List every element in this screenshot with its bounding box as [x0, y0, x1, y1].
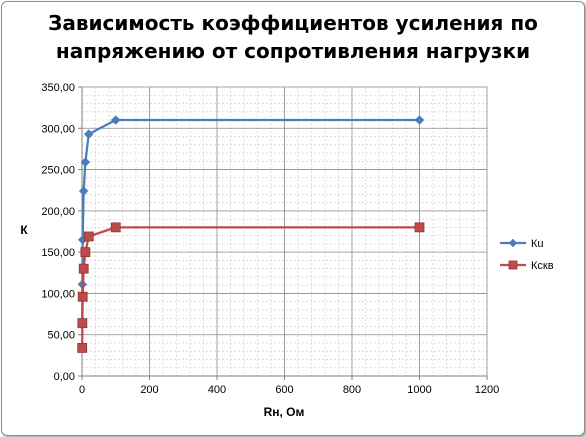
series-2: [77, 222, 425, 353]
y-tick-label: 50,00: [47, 330, 75, 342]
square-marker: [77, 318, 88, 329]
square-marker: [80, 247, 91, 258]
y-tick-label: 200,00: [41, 206, 75, 218]
square-marker: [83, 231, 94, 242]
square-marker: [110, 222, 121, 233]
legend-item-1: Кu: [500, 238, 544, 250]
y-tick-label: 100,00: [41, 288, 75, 300]
diamond-marker: [80, 157, 91, 167]
x-tick-label: 400: [208, 384, 226, 396]
x-tick-label: 0: [79, 384, 85, 396]
series-line: [81, 118, 420, 325]
series-1: [77, 115, 425, 330]
square-marker: [78, 263, 89, 274]
diamond-marker: [110, 115, 121, 125]
diamond-marker: [414, 115, 425, 125]
x-axis-label: Rн, Ом: [264, 405, 305, 419]
x-tick-label: 800: [343, 384, 361, 396]
square-marker: [508, 260, 518, 270]
x-tick-label: 1000: [407, 384, 431, 396]
diamond-marker: [83, 129, 94, 139]
grid-layer: [81, 86, 488, 377]
legend-label: Кскв: [531, 260, 554, 272]
x-tick-label: 1200: [475, 384, 499, 396]
y-axis-label: К: [20, 223, 28, 237]
series-line: [81, 226, 420, 348]
legend: Кu Кскв: [500, 238, 554, 272]
y-tick-label: 350,00: [41, 82, 75, 94]
diamond-marker: [78, 186, 89, 196]
square-marker: [77, 343, 88, 353]
x-tick-label: 600: [275, 384, 293, 396]
series-layer: [77, 115, 425, 353]
square-marker: [414, 222, 425, 233]
square-marker: [77, 291, 88, 302]
chart-title-line-2: напряжению от сопротивления нагрузки: [55, 39, 531, 63]
legend-item-2: Кскв: [500, 260, 554, 272]
axis-layer: 0 200 400 600 800 1000 1200 0,00 50,00 100,00 150,…: [41, 82, 499, 396]
y-tick-label: 300,00: [41, 123, 75, 135]
chart-title-line-1: Зависимость коэффициентов усиления по: [48, 11, 538, 35]
y-tick-label: 250,00: [41, 165, 75, 177]
y-tick-label: 150,00: [41, 247, 75, 259]
y-tick-label: 0,00: [54, 371, 75, 383]
diamond-marker: [508, 238, 518, 248]
x-tick-label: 200: [140, 384, 158, 396]
legend-label: Кu: [531, 238, 544, 250]
